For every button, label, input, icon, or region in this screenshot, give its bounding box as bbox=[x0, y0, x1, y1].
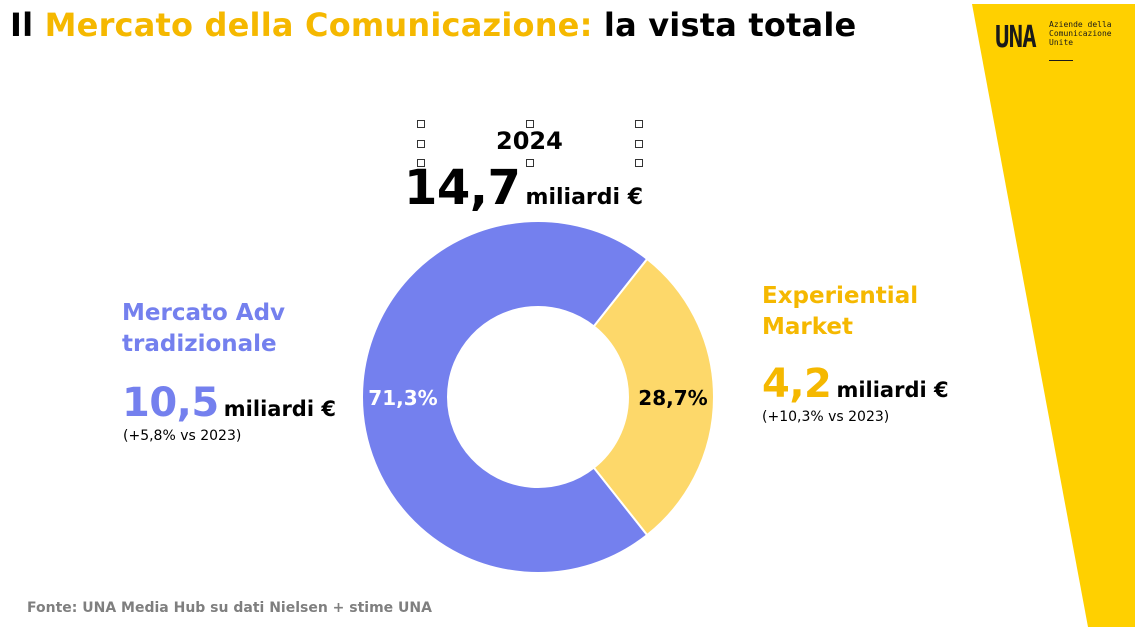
selection-handle[interactable] bbox=[635, 159, 643, 167]
experiential-title-line-1: Experiential bbox=[762, 283, 919, 309]
experiential-value-block: 4,2 miliardi € bbox=[762, 361, 949, 407]
total-value: 14,7 bbox=[404, 160, 521, 216]
experiential-title: Experiential Market bbox=[762, 281, 918, 343]
logo-tagline-line-2: Comunicazione bbox=[1049, 29, 1112, 38]
selection-handle[interactable] bbox=[635, 120, 643, 128]
slice-experiential-label: 28,7% bbox=[638, 386, 707, 410]
traditional-value-block: 10,5 miliardi € bbox=[122, 380, 336, 426]
selection-handle[interactable] bbox=[526, 159, 534, 167]
logo-tagline-line-3: Unite bbox=[1049, 38, 1074, 47]
selection-handle[interactable] bbox=[417, 140, 425, 148]
selection-handle[interactable] bbox=[417, 159, 425, 167]
selection-handle[interactable] bbox=[635, 140, 643, 148]
logo-tagline: Aziende della Comunicazione Unite bbox=[1049, 20, 1129, 47]
traditional-title: Mercato Adv tradizionale bbox=[122, 298, 285, 360]
traditional-growth: (+5,8% vs 2023) bbox=[123, 428, 242, 444]
traditional-title-line-1: Mercato Adv bbox=[122, 300, 286, 326]
logo-tagline-line-1: Aziende della bbox=[1049, 20, 1112, 29]
logo-underline bbox=[1049, 60, 1073, 61]
title-part-3: la vista totale bbox=[592, 6, 857, 44]
title-part-2: Mercato della Comunicazione: bbox=[44, 6, 593, 44]
traditional-title-line-2: tradizionale bbox=[122, 331, 277, 357]
logo-mark: UNA bbox=[995, 20, 1037, 55]
total-market-value: 14,7 miliardi € bbox=[404, 160, 643, 216]
source-note: Fonte: UNA Media Hub su dati Nielsen + s… bbox=[27, 600, 432, 616]
slice-traditional bbox=[360, 220, 649, 574]
experiential-growth: (+10,3% vs 2023) bbox=[762, 409, 890, 425]
traditional-value: 10,5 bbox=[122, 380, 219, 426]
experiential-title-line-2: Market bbox=[762, 314, 854, 340]
total-unit: miliardi € bbox=[525, 185, 644, 210]
page-title: Il Mercato della Comunicazione: la vista… bbox=[10, 6, 856, 44]
title-part-1: Il bbox=[10, 6, 45, 44]
slice-experiential bbox=[592, 257, 715, 537]
slice-traditional-label: 71,3% bbox=[368, 386, 437, 410]
year-label[interactable]: 2024 bbox=[496, 127, 563, 155]
experiential-unit: miliardi € bbox=[836, 378, 949, 402]
experiential-value: 4,2 bbox=[762, 361, 832, 407]
selection-handle[interactable] bbox=[417, 120, 425, 128]
selection-handle[interactable] bbox=[526, 120, 534, 128]
traditional-unit: miliardi € bbox=[223, 397, 336, 421]
